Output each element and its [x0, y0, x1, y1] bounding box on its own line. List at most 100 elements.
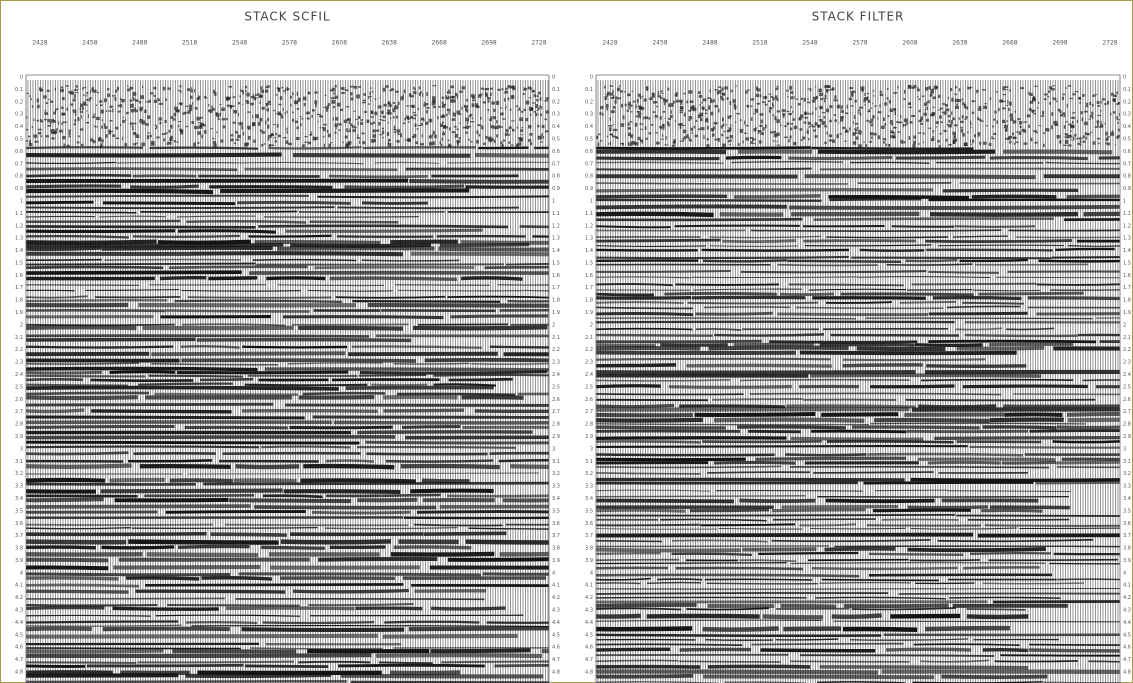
noise: [465, 125, 467, 127]
reflector: [26, 383, 128, 387]
noise: [381, 119, 386, 121]
reflector: [303, 463, 395, 470]
noise: [666, 121, 670, 125]
noise: [952, 117, 956, 121]
noise: [1079, 144, 1082, 146]
noise: [859, 106, 863, 109]
noise: [694, 134, 698, 138]
reflector: [461, 395, 524, 400]
noise: [970, 123, 972, 126]
noise: [1048, 128, 1050, 132]
reflector: [355, 606, 423, 611]
noise: [139, 119, 144, 123]
noise: [906, 122, 908, 125]
noise: [129, 99, 132, 102]
reflector: [596, 545, 830, 548]
noise: [87, 121, 89, 124]
y-label-left: 0.4: [15, 124, 23, 130]
noise: [984, 102, 987, 105]
noise: [711, 133, 715, 137]
noise: [926, 119, 929, 122]
noise: [434, 134, 437, 139]
noise: [301, 117, 304, 120]
noise: [370, 122, 374, 125]
reflector: [101, 545, 175, 550]
noise: [889, 120, 893, 124]
noise: [341, 92, 345, 94]
noise: [492, 116, 497, 120]
noise: [1082, 135, 1085, 139]
noise: [389, 89, 393, 92]
reflector: [679, 404, 785, 409]
reflector: [26, 295, 88, 299]
noise: [454, 125, 457, 128]
noise: [270, 144, 275, 147]
noise: [637, 136, 641, 141]
noise: [441, 137, 443, 142]
reflector: [790, 562, 1046, 565]
reflector: [26, 173, 132, 178]
noise: [418, 86, 421, 90]
noise: [701, 106, 705, 110]
reflector: [686, 607, 770, 611]
noise: [954, 98, 959, 103]
noise: [646, 86, 649, 91]
noise: [380, 110, 384, 114]
reflector: [596, 582, 641, 585]
reflector: [390, 239, 458, 245]
noise: [1006, 120, 1008, 122]
noise: [689, 139, 692, 142]
noise: [883, 141, 885, 144]
reflector: [789, 465, 1050, 469]
noise: [349, 85, 354, 88]
noise: [53, 119, 55, 122]
y-label-left: 3.5: [585, 508, 593, 514]
noise: [998, 107, 1000, 112]
noise: [800, 97, 803, 100]
noise: [941, 103, 946, 105]
noise: [284, 92, 286, 94]
noise: [516, 105, 518, 108]
x-label: 2488: [132, 40, 147, 47]
noise: [880, 125, 885, 129]
reflector: [178, 544, 250, 549]
noise: [363, 93, 366, 96]
reflector: [686, 363, 832, 368]
noise: [609, 85, 614, 87]
noise: [109, 130, 114, 132]
noise: [722, 143, 726, 148]
y-label-left: 1.5: [585, 260, 593, 266]
noise: [1069, 134, 1072, 137]
noise: [158, 102, 163, 105]
noise: [310, 131, 312, 134]
noise: [1110, 112, 1112, 116]
reflector: [851, 425, 980, 430]
noise: [465, 107, 468, 112]
noise: [266, 124, 270, 129]
noise: [814, 122, 818, 126]
noise: [331, 100, 336, 104]
noise: [940, 121, 943, 123]
reflector: [503, 352, 549, 357]
noise: [1072, 120, 1074, 124]
y-label-left: 1.2: [15, 223, 23, 229]
noise: [504, 107, 506, 110]
reflector: [771, 539, 931, 543]
reflector: [971, 194, 1057, 199]
noise: [510, 144, 514, 146]
y-label-right: 3.9: [1123, 558, 1131, 564]
noise: [245, 90, 247, 93]
y-label-right: 4.8: [1123, 670, 1131, 676]
reflector: [1027, 296, 1120, 301]
reflector: [102, 201, 236, 206]
noise: [417, 124, 421, 126]
seismic-section: [26, 75, 549, 683]
noise: [188, 104, 193, 108]
noise: [464, 105, 469, 108]
noise: [868, 109, 870, 113]
reflector: [186, 220, 307, 224]
noise: [786, 122, 790, 126]
noise: [28, 142, 33, 147]
reflector: [679, 647, 752, 652]
noise: [540, 113, 543, 117]
